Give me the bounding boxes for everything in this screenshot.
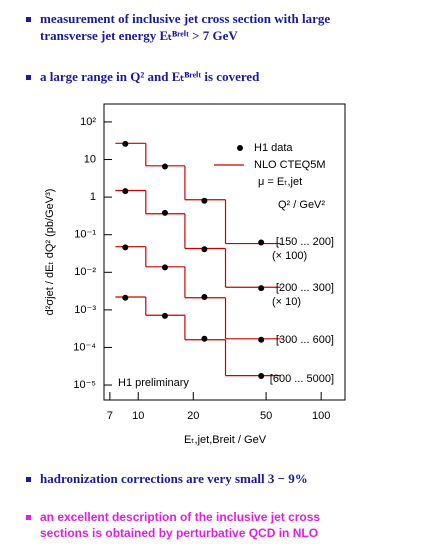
y-tick-label: 10⁻⁵ (73, 379, 96, 391)
data-point (122, 294, 129, 301)
data-point (161, 264, 168, 271)
x-tick-label: 7 (107, 410, 113, 422)
x-tick-label: 10 (132, 410, 144, 422)
legend-label: μ = Eₜ,jet (258, 176, 302, 188)
legend-label: H1 data (254, 142, 293, 154)
data-point (201, 293, 208, 300)
q2-range-label: [300 ... 600] (276, 334, 334, 346)
x-tick-label: 20 (187, 410, 199, 422)
x-axis-label: Eₜ,jet,Breit / GeV (184, 434, 267, 446)
x-tick-label: 100 (312, 410, 330, 422)
y-tick-label: 10⁻² (74, 266, 96, 278)
bullet-text: transverse jet energy Eₜᴮʳᵉⁱᵗ > 7 GeV (40, 28, 238, 43)
bullet-marker (26, 477, 31, 482)
data-point (122, 188, 129, 195)
data-point (201, 335, 208, 342)
bullet-text: measurement of inclusive jet cross secti… (40, 11, 330, 26)
data-point (258, 373, 265, 380)
q2-range-label: [600 ... 5000] (270, 373, 334, 385)
bullet-text: a large range in Q² and Eₜᴮʳᵉⁱᵗ is cover… (40, 69, 260, 84)
scale-label: (× 100) (272, 250, 307, 262)
bullet-marker (26, 515, 31, 520)
data-point (122, 244, 129, 251)
data-point (201, 197, 208, 204)
data-point (161, 163, 168, 170)
bullet-text: hadronization corrections are very small… (40, 471, 308, 486)
data-point (258, 336, 265, 343)
data-point (161, 312, 168, 319)
legend-label: NLO CTEQ5M (254, 159, 326, 171)
y-tick-label: 10⁻⁴ (73, 341, 96, 353)
legend-title: Q² / GeV² (278, 199, 325, 211)
bullet-marker (26, 75, 31, 80)
scale-label: (× 10) (272, 296, 301, 308)
data-point (201, 246, 208, 253)
data-point (161, 209, 168, 216)
y-tick-label: 10⁻³ (74, 304, 96, 316)
y-tick-label: 10⁻¹ (74, 229, 96, 241)
q2-range-label: [200 ... 300] (276, 282, 334, 294)
plot-frame (103, 103, 346, 401)
data-point (258, 239, 265, 246)
annotation: H1 preliminary (118, 377, 189, 389)
x-tick-label: 50 (260, 410, 272, 422)
y-tick-label: 10 (84, 153, 96, 165)
bullet-text: sections is obtained by perturbative QCD… (40, 526, 318, 540)
y-tick-label: 10² (80, 116, 96, 128)
legend-marker (237, 145, 243, 151)
y-axis-label: d²σjet / dEₜ dQ² (pb/GeV³) (44, 189, 56, 316)
bullet-text: an excellent description of the inclusiv… (40, 510, 320, 524)
q2-range-label: [150 ... 200] (276, 236, 334, 248)
data-point (258, 285, 265, 292)
bullet-marker (26, 17, 31, 22)
y-tick-label: 1 (90, 191, 96, 203)
data-point (122, 140, 129, 147)
